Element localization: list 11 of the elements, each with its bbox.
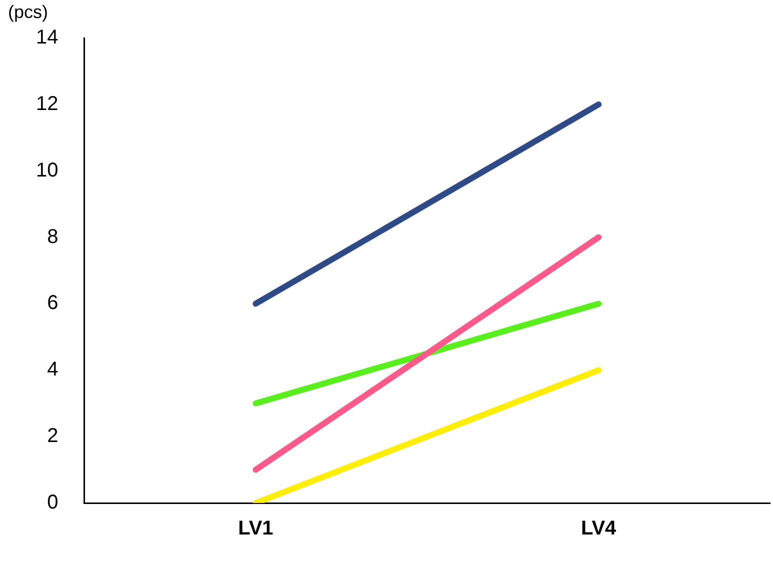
y-tick-label: 8 bbox=[47, 226, 58, 248]
x-tick-label: LV1 bbox=[238, 518, 274, 540]
y-tick-label: 6 bbox=[47, 292, 58, 314]
x-tick-label: LV4 bbox=[580, 518, 618, 540]
y-tick-label: 14 bbox=[36, 26, 58, 49]
y-axis-title: (pcs) bbox=[8, 2, 48, 22]
y-tick-label: 2 bbox=[47, 425, 58, 448]
y-tick-label: 10 bbox=[36, 159, 58, 182]
y-tick-label: 0 bbox=[47, 492, 58, 514]
y-tick-label: 12 bbox=[36, 92, 58, 115]
y-tick-label: 4 bbox=[47, 358, 58, 381]
